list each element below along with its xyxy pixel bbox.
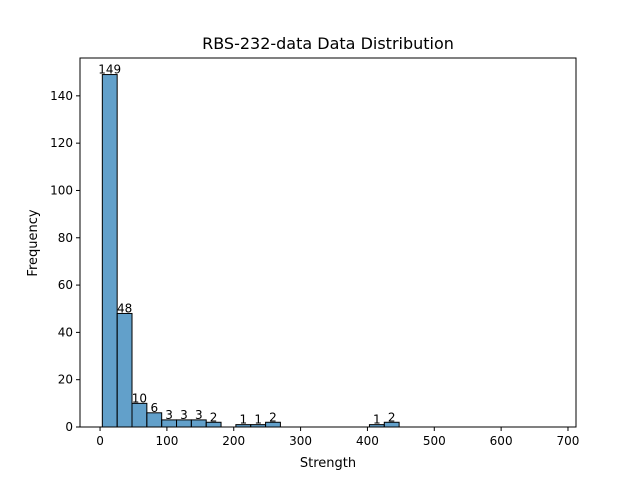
bar-0 [101, 74, 118, 428]
bar-2 [131, 402, 148, 428]
bar-3 [146, 412, 163, 428]
x-tick-label: 600 [490, 434, 513, 448]
bar-label-2: 10 [132, 391, 147, 405]
bar-label-0: 149 [98, 63, 121, 77]
bar-label-7: 2 [210, 410, 218, 424]
y-axis-label: Frequency [26, 209, 41, 276]
bar-label-1: 48 [117, 301, 132, 315]
y-tick-label: 60 [58, 278, 73, 292]
y-tick-label: 40 [58, 325, 73, 339]
plot-frame [79, 57, 577, 428]
bar-label-5: 3 [180, 408, 188, 422]
x-tick-label: 200 [222, 434, 245, 448]
x-tick-label: 0 [96, 434, 104, 448]
bar-label-6: 3 [195, 408, 203, 422]
bar-label-4: 3 [165, 408, 173, 422]
chart-title: RBS-232-data Data Distribution [202, 34, 454, 53]
x-ticks: 0 100 200 300 400 500 600 700 [96, 427, 579, 448]
y-tick-label: 20 [58, 373, 73, 387]
y-tick-label: 140 [50, 89, 73, 103]
x-tick-label: 700 [557, 434, 580, 448]
bar-label-3: 6 [150, 401, 158, 415]
y-tick-label: 100 [50, 183, 73, 197]
x-tick-label: 500 [423, 434, 446, 448]
x-tick-label: 100 [155, 434, 178, 448]
y-tick-label: 120 [50, 136, 73, 150]
bar-label-9: 1 [239, 413, 247, 427]
y-ticks: 0 20 40 60 80 100 120 140 [50, 89, 80, 434]
x-axis-label: Strength [300, 456, 356, 471]
x-tick-label: 400 [356, 434, 379, 448]
bar-label-19: 2 [388, 410, 396, 424]
bar-label-18: 1 [373, 413, 381, 427]
bar-label-11: 2 [269, 410, 277, 424]
y-tick-label: 80 [58, 231, 73, 245]
y-tick-label: 0 [65, 420, 73, 434]
bar-label-10: 1 [254, 413, 262, 427]
bar-1 [116, 312, 133, 428]
x-tick-label: 300 [289, 434, 312, 448]
